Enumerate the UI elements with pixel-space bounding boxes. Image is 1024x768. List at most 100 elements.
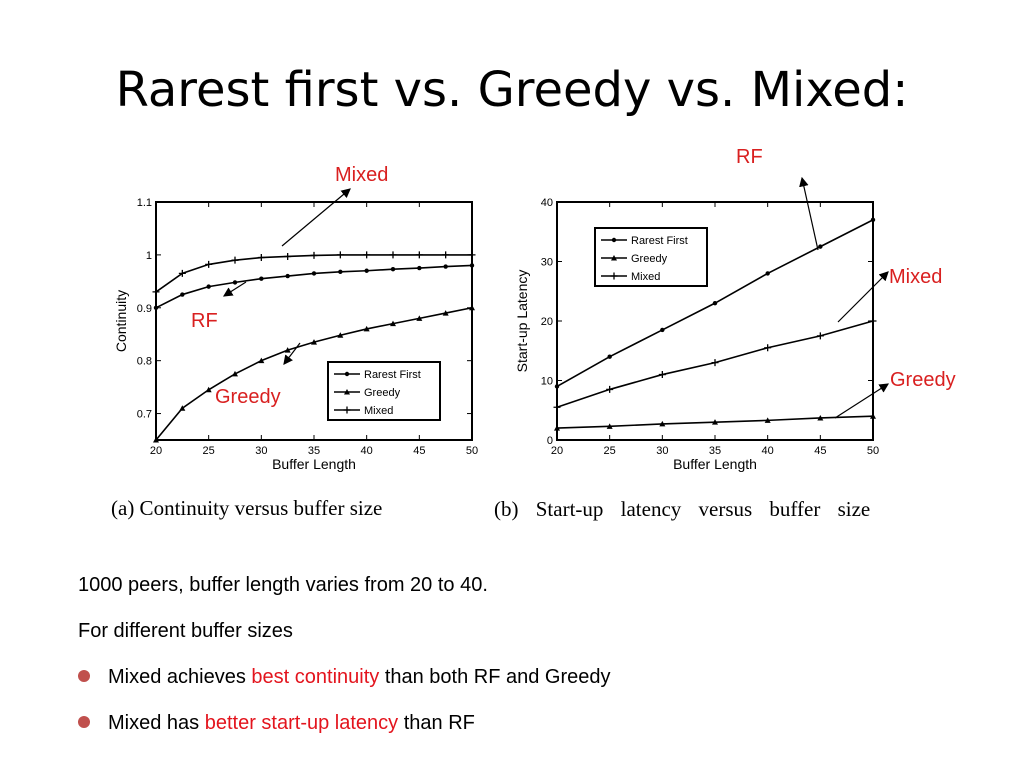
data-point — [205, 260, 213, 268]
data-point — [180, 292, 185, 297]
data-point — [554, 425, 560, 431]
y-tick-label: 0.9 — [137, 303, 152, 315]
bullet-1-highlight: best continuity — [251, 666, 380, 688]
x-tick-label: 20 — [150, 445, 162, 457]
data-point — [363, 251, 371, 259]
data-point — [310, 251, 318, 259]
bullet-dot-icon — [78, 669, 90, 682]
data-point — [659, 420, 666, 427]
caption-b: (b) Start-up latency versus buffer size — [494, 497, 871, 521]
y-tick-label: 1.1 — [137, 197, 152, 209]
x-tick-label: 25 — [604, 445, 616, 457]
text-line-1: 1000 peers, buffer length varies from 20… — [78, 574, 488, 596]
annotation-greedy-right: Greedy — [890, 369, 956, 391]
legend-marker — [344, 371, 350, 377]
legend-marker — [611, 237, 617, 243]
y-tick-label: 20 — [541, 316, 553, 328]
legend-marker — [611, 255, 617, 261]
data-point — [658, 371, 666, 379]
data-point — [711, 359, 719, 367]
data-point — [178, 269, 186, 277]
data-point — [231, 256, 239, 264]
data-point — [443, 264, 448, 269]
text-line-2: For different buffer sizes — [78, 620, 293, 642]
data-point — [336, 251, 344, 259]
data-point — [153, 305, 159, 310]
y-tick-label: 30 — [541, 257, 553, 269]
bullet-1-text: Mixed achieves — [108, 666, 252, 688]
bullet-2-text-end: than RF — [398, 712, 475, 734]
data-point — [660, 327, 665, 333]
data-point — [712, 419, 718, 425]
annotation-mixed-left: Mixed — [335, 164, 389, 186]
data-point — [338, 269, 343, 275]
annotation-mixed-right: Mixed — [889, 266, 943, 288]
data-point — [765, 271, 770, 276]
bullet-item-2: Mixed has better start-up latency than R… — [78, 712, 475, 735]
data-point — [417, 265, 422, 271]
data-point — [817, 414, 824, 421]
x-axis-label: Buffer Length — [272, 456, 356, 472]
x-tick-label: 50 — [466, 445, 478, 457]
data-point — [152, 288, 160, 296]
data-point — [258, 357, 265, 364]
data-point — [442, 251, 450, 259]
annotation-rf-right: RF — [736, 146, 763, 168]
series-greedy — [554, 413, 876, 431]
x-tick-label: 50 — [867, 445, 879, 457]
series-mixed — [553, 317, 877, 411]
y-tick-label: 10 — [541, 376, 553, 388]
y-axis-label: Start-up Latency — [514, 270, 530, 373]
data-point — [363, 325, 370, 332]
y-tick-label: 1 — [146, 250, 152, 262]
data-point — [311, 339, 317, 345]
data-point — [311, 271, 317, 276]
data-point — [205, 386, 212, 393]
data-point — [153, 437, 159, 443]
x-tick-label: 20 — [551, 445, 563, 457]
data-point — [390, 266, 396, 272]
data-point — [442, 310, 449, 316]
series-rarest-first — [554, 217, 876, 389]
data-point — [468, 251, 476, 259]
data-point — [389, 251, 397, 259]
continuity-chart: 20 25 30 35 40 45 50 0.7 0.8 0.9 1 1.1 Buffer Length… — [113, 197, 478, 472]
legend-label: Mixed — [364, 405, 393, 417]
data-point — [415, 251, 423, 259]
legend-marker — [610, 272, 618, 280]
data-point — [870, 217, 876, 223]
data-point — [554, 384, 560, 389]
legend-label: Mixed — [631, 271, 660, 283]
data-point — [764, 344, 772, 352]
data-point — [816, 332, 824, 340]
slide-title: Rarest first vs. Greedy vs. Mixed: — [115, 62, 909, 118]
y-tick-label: 0 — [547, 435, 553, 447]
legend-label: Greedy — [364, 387, 401, 399]
caption-a: (a) Continuity versus buffer size — [111, 496, 383, 520]
series-rarest-first — [153, 263, 475, 310]
data-point — [284, 252, 292, 260]
x-tick-label: 35 — [709, 445, 721, 457]
bullet-item-1: Mixed achieves best continuity than both… — [78, 666, 611, 689]
data-point — [869, 317, 877, 325]
data-point — [712, 300, 718, 306]
bullet-1-text-end: than both RF and Greedy — [379, 666, 611, 688]
x-tick-label: 30 — [656, 445, 668, 457]
y-tick-label: 40 — [541, 197, 553, 209]
legend-marker — [343, 406, 351, 414]
x-tick-label: 40 — [762, 445, 774, 457]
bullet-dot-icon — [78, 715, 90, 728]
data-point — [285, 273, 290, 279]
legend: Rarest First Greedy Mixed — [327, 361, 441, 421]
latency-chart: 20 25 30 35 40 45 50 0 10 20 30 40 Buffer Length Star… — [514, 197, 879, 472]
data-point — [390, 320, 396, 327]
data-point — [257, 254, 265, 262]
data-point — [206, 284, 211, 289]
data-point — [553, 403, 561, 411]
data-point — [364, 268, 369, 273]
y-axis-label: Continuity — [113, 290, 129, 352]
data-point — [818, 244, 823, 249]
data-point — [337, 332, 344, 338]
data-point — [469, 263, 475, 268]
data-point — [606, 423, 613, 429]
